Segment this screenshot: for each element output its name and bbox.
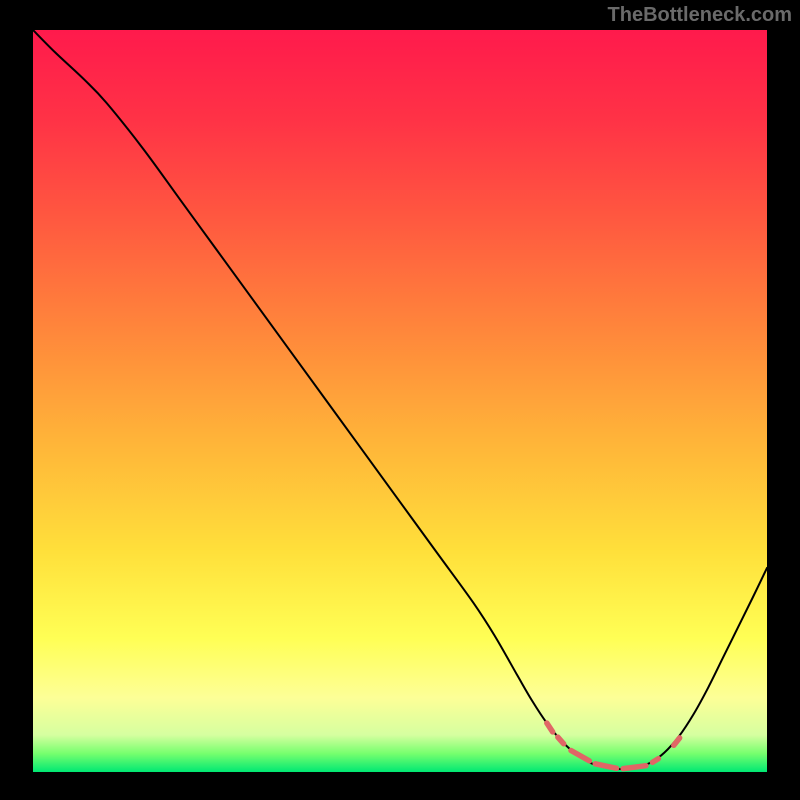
marker-segment <box>623 766 646 769</box>
watermark-text: TheBottleneck.com <box>608 4 792 27</box>
marker-segment <box>652 759 658 763</box>
plot-svg <box>33 30 767 772</box>
chart-frame: TheBottleneck.com <box>0 0 800 800</box>
gradient-background <box>33 30 767 772</box>
plot-area <box>33 30 767 772</box>
